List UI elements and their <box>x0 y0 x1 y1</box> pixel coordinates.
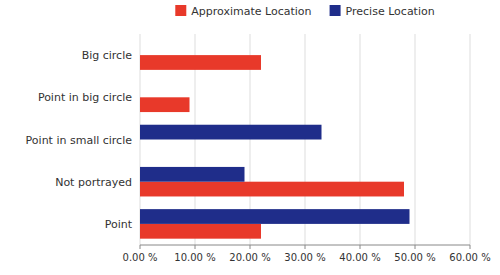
bar <box>140 97 190 112</box>
bar <box>140 40 141 55</box>
x-tick-label: 50.00 % <box>394 252 435 263</box>
x-tick-label: 0.00 % <box>123 252 158 263</box>
bar <box>140 182 404 197</box>
x-tick <box>305 245 306 249</box>
legend: Approximate Location Precise Location <box>175 5 434 18</box>
x-axis <box>140 245 470 246</box>
legend-label: Precise Location <box>346 5 435 18</box>
legend-label: Approximate Location <box>191 5 311 18</box>
bar <box>140 140 141 155</box>
x-tick <box>140 245 141 249</box>
bar <box>140 224 261 239</box>
x-tick-label: 60.00 % <box>449 252 490 263</box>
legend-swatch <box>330 5 341 16</box>
bar <box>140 55 261 70</box>
bar <box>140 83 141 98</box>
bar <box>140 167 245 182</box>
grid-line <box>470 34 471 245</box>
x-tick <box>415 245 416 249</box>
y-tick-label: Point in small circle <box>26 134 133 147</box>
bar <box>140 125 322 140</box>
legend-swatch <box>175 5 186 16</box>
x-tick-label: 20.00 % <box>229 252 270 263</box>
y-tick-label: Point in big circle <box>38 91 132 104</box>
chart: 0.00 % 10.00 % 20.00 % 30.00 % 40.00 % 50.00 … <box>0 0 500 275</box>
bar <box>140 209 410 224</box>
x-tick-label: 40.00 % <box>339 252 380 263</box>
x-tick-label: 10.00 % <box>174 252 215 263</box>
y-tick-label: Point <box>105 218 133 231</box>
chart-container: 0.00 % 10.00 % 20.00 % 30.00 % 40.00 % 50.00 … <box>0 0 500 275</box>
y-tick-label: Not portrayed <box>55 176 132 189</box>
grid <box>140 34 470 245</box>
x-tick-label: 30.00 % <box>284 252 325 263</box>
x-tick <box>360 245 361 249</box>
bars <box>140 55 410 239</box>
x-tick <box>470 245 471 249</box>
grid-line <box>415 34 416 245</box>
x-tick <box>195 245 196 249</box>
y-tick-label: Big circle <box>82 49 133 62</box>
x-tick <box>250 245 251 249</box>
